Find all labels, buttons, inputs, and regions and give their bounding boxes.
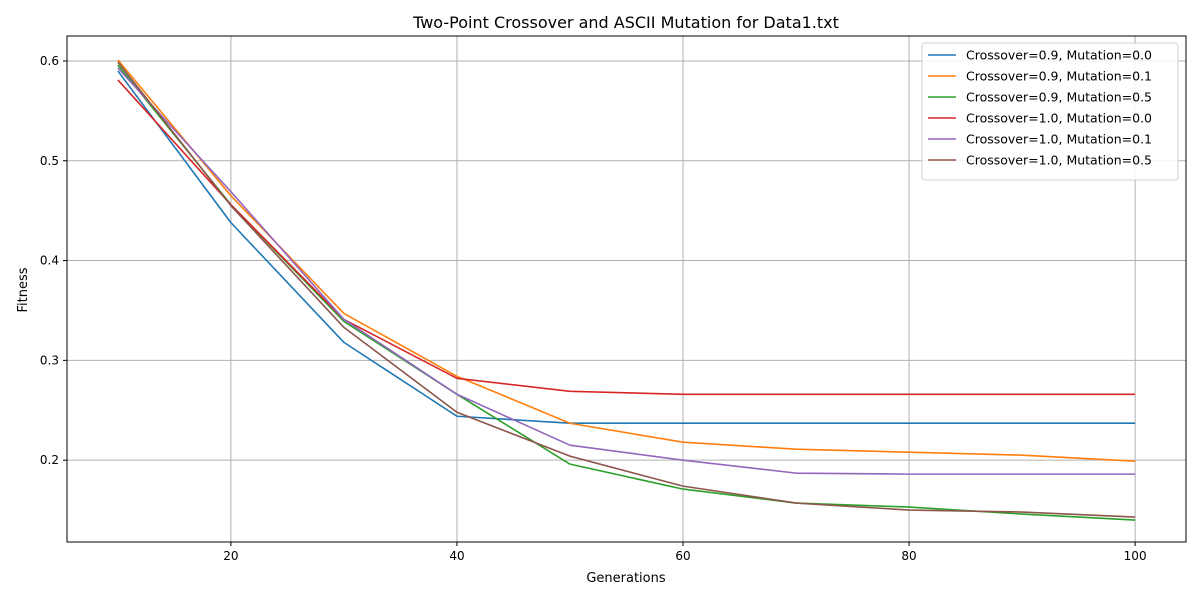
series-line-1 — [117, 70, 1136, 425]
legend-label-5: Crossover=1.0, Mutation=0.1 — [966, 132, 1152, 147]
x-tick-label: 20 — [223, 549, 238, 563]
series-layer — [117, 59, 1136, 521]
legend-box — [921, 42, 1179, 181]
x-tick-label: 80 — [901, 549, 916, 563]
legend-label-1: Crossover=0.9, Mutation=0.0 — [966, 48, 1152, 63]
legend-label-3: Crossover=0.9, Mutation=0.5 — [966, 90, 1152, 105]
y-axis: 0.2 0.3 0.4 0.5 0.6 — [40, 54, 67, 467]
legend: Crossover=0.9, Mutation=0.0 Crossover=0.9… — [921, 42, 1179, 181]
x-tick-label: 60 — [675, 549, 690, 563]
legend-label-2: Crossover=0.9, Mutation=0.1 — [966, 69, 1152, 84]
y-tick-label: 0.6 — [40, 54, 59, 68]
series-line-4 — [117, 79, 1136, 396]
x-axis: 20 40 60 80 100 — [223, 542, 1147, 563]
y-axis-label: Fitness — [16, 267, 31, 312]
y-tick-label: 0.4 — [40, 254, 59, 268]
y-tick-label: 0.2 — [40, 453, 59, 467]
legend-label-6: Crossover=1.0, Mutation=0.5 — [966, 153, 1152, 168]
x-tick-label: 40 — [449, 549, 464, 563]
legend-label-4: Crossover=1.0, Mutation=0.0 — [966, 111, 1152, 126]
chart-title: Two-Point Crossover and ASCII Mutation f… — [412, 13, 839, 32]
y-tick-label: 0.3 — [40, 353, 59, 367]
x-tick-label: 100 — [1124, 549, 1147, 563]
plot-frame — [66, 35, 1187, 543]
x-axis-label: Generations — [586, 571, 666, 586]
y-tick-label: 0.5 — [40, 154, 59, 168]
series-line-6 — [117, 61, 1136, 518]
series-line-5 — [117, 67, 1136, 475]
